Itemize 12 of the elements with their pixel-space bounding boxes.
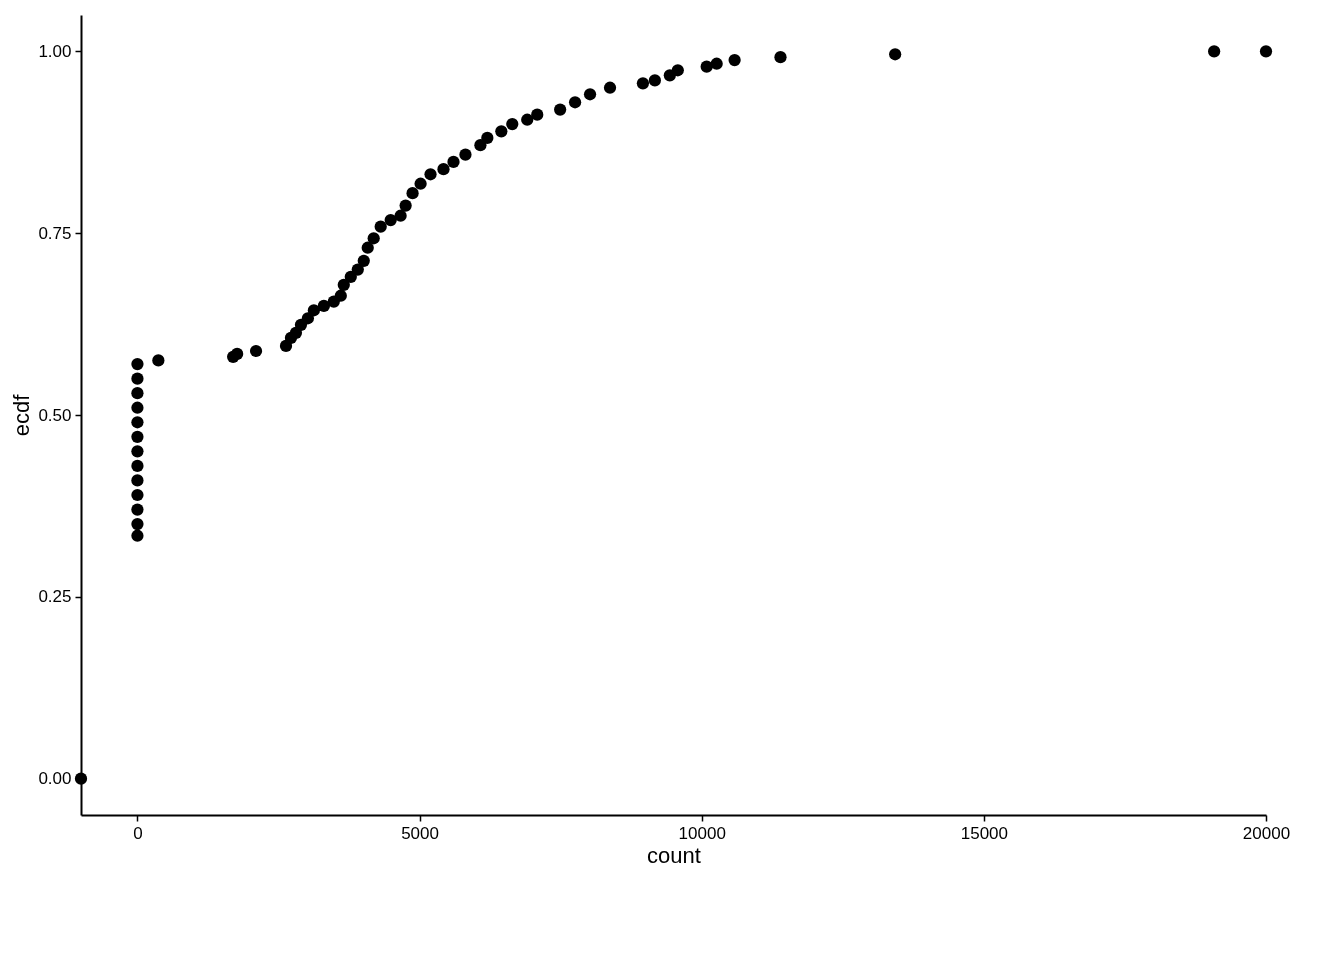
y-tick-label: 0.25 — [38, 587, 72, 607]
y-axis-title: ecdf — [9, 393, 35, 437]
y-tick-label: 1.00 — [38, 41, 72, 61]
y-tick-label: 0.50 — [38, 405, 72, 425]
x-axis-title: count — [647, 842, 701, 868]
y-tick-label: 0.00 — [38, 769, 72, 789]
x-tick-label: 15000 — [960, 823, 1008, 843]
x-tick-label: 5000 — [401, 823, 439, 843]
x-tick-label: 20000 — [1242, 823, 1291, 843]
x-tick-label: 10000 — [678, 823, 726, 843]
x-tick-label: 0 — [133, 823, 143, 843]
y-tick-label: 0.75 — [38, 223, 72, 243]
